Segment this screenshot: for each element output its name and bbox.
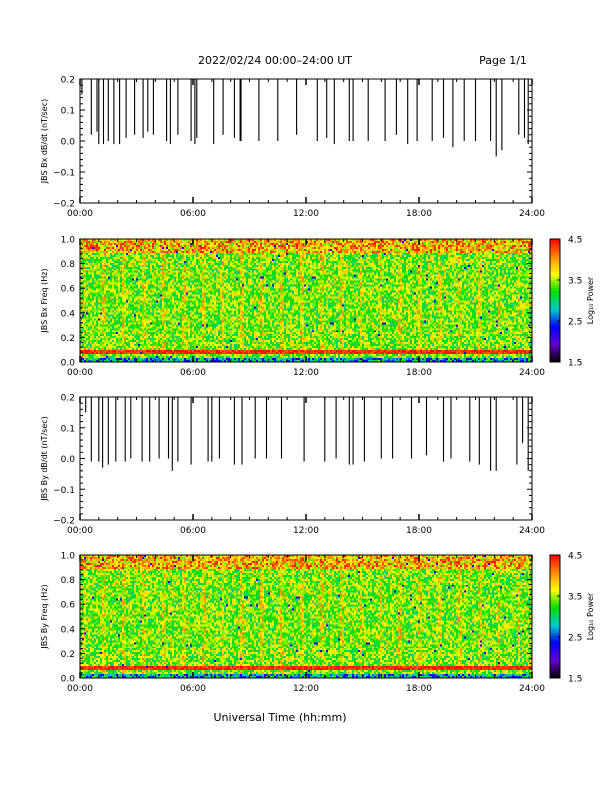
y-tick-label: −0.2	[53, 517, 75, 527]
x-tick-label: 24:00	[519, 684, 545, 694]
y-tick-label: 1.0	[61, 236, 76, 246]
y-tick-label: 0.0	[61, 455, 76, 465]
x-tick-label: 06:00	[180, 209, 206, 219]
x-tick-label: 00:00	[67, 526, 93, 536]
y-tick-label: −0.1	[53, 169, 75, 179]
x-tick-label: 18:00	[406, 684, 432, 694]
colorbar-tick-label: 3.5	[568, 277, 582, 287]
x-tick-label: 18:00	[406, 526, 432, 536]
x-tick-label: 12:00	[293, 368, 319, 378]
x-tick-label: 06:00	[180, 684, 206, 694]
colorbar	[550, 239, 560, 362]
colorbar-tick-label: 1.5	[568, 359, 582, 369]
colorbar-tick-label: 3.5	[568, 593, 582, 603]
panel-1: 0.2 0.1 0.0 −0.1 −0.200:00 06:00 12:00 18:00 24:…	[40, 76, 545, 220]
x-tick-label: 12:00	[293, 209, 319, 219]
y-tick-label: 0.2	[61, 650, 75, 660]
colorbar	[550, 555, 560, 678]
y-tick-label: −0.2	[53, 200, 75, 210]
x-tick-label: 18:00	[406, 368, 432, 378]
x-tick-label: 00:00	[67, 209, 93, 219]
x-tick-label: 00:00	[67, 368, 93, 378]
y-tick-label: 0.4	[61, 625, 76, 635]
panel-3: 0.2 0.1 0.0 −0.1 −0.200:00 06:00 12:00 18:00 24:…	[40, 394, 545, 537]
colorbar-tick-label: 4.5	[568, 236, 582, 246]
colorbar-tick-label: 2.5	[568, 318, 582, 328]
panel-4: 1.0 0.8 0.6 0.4 0.2 0.000:00 06:00 12:00 18:00 24…	[40, 552, 595, 695]
x-tick-label: 06:00	[180, 526, 206, 536]
y-axis-label: JBS By dB/dt (nT/sec)	[40, 416, 49, 502]
y-tick-label: −0.1	[53, 486, 75, 496]
x-tick-label: 24:00	[519, 368, 545, 378]
y-axis-label: JBS Bx dB/dt (nT/sec)	[40, 99, 49, 185]
y-tick-label: 0.0	[61, 675, 76, 685]
y-tick-label: 0.4	[61, 309, 76, 319]
y-tick-label: 0.2	[61, 334, 75, 344]
colorbar-tick-label: 4.5	[568, 552, 582, 562]
x-axis-label: Universal Time (hh:mm)	[214, 711, 347, 724]
colorbar-tick-label: 2.5	[568, 634, 582, 644]
y-axis-label: JBS Bx Freq (Hz)	[40, 268, 49, 333]
y-tick-label: 0.8	[61, 260, 76, 270]
y-tick-label: 0.0	[61, 359, 76, 369]
colorbar-label: Log₁₀ Power	[586, 276, 595, 324]
x-tick-label: 18:00	[406, 209, 432, 219]
y-axis-label: JBS By Freq (Hz)	[40, 584, 49, 649]
y-tick-label: 0.1	[61, 107, 75, 117]
spectrogram-image	[80, 555, 532, 678]
x-tick-label: 06:00	[180, 368, 206, 378]
colorbar-label: Log₁₀ Power	[586, 592, 595, 640]
panel-2: 1.0 0.8 0.6 0.4 0.2 0.000:00 06:00 12:00 18:00 24…	[40, 236, 595, 379]
x-tick-label: 12:00	[293, 684, 319, 694]
spectrogram-image	[80, 239, 532, 362]
y-tick-label: 0.0	[61, 138, 76, 148]
y-tick-label: 0.2	[61, 76, 75, 86]
figure-title: 2022/02/24 00:00–24:00 UT	[198, 54, 352, 67]
colorbar-tick-label: 1.5	[568, 675, 582, 685]
y-tick-label: 0.6	[61, 601, 76, 611]
x-tick-label: 24:00	[519, 526, 545, 536]
plot-frame	[80, 397, 532, 520]
x-tick-label: 12:00	[293, 526, 319, 536]
y-tick-label: 0.2	[61, 394, 75, 404]
y-tick-label: 0.8	[61, 576, 76, 586]
page-indicator: Page 1/1	[479, 54, 527, 67]
y-tick-label: 0.6	[61, 285, 76, 295]
y-tick-label: 1.0	[61, 552, 76, 562]
y-tick-label: 0.1	[61, 424, 75, 434]
x-tick-label: 00:00	[67, 684, 93, 694]
x-tick-label: 24:00	[519, 209, 545, 219]
